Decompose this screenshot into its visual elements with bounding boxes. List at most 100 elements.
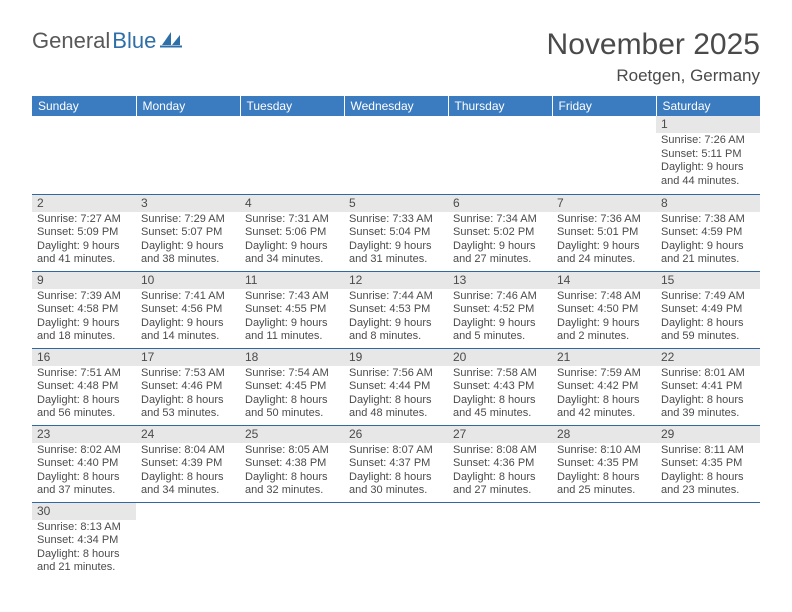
day-detail-line: Daylight: 9 hours <box>141 240 235 254</box>
day-detail-line: Sunset: 5:09 PM <box>37 226 131 240</box>
day-number: 14 <box>552 272 656 289</box>
day-number: 6 <box>448 195 552 212</box>
day-details: Sunrise: 7:34 AMSunset: 5:02 PMDaylight:… <box>448 212 552 269</box>
day-detail-line <box>141 534 235 548</box>
day-details: Sunrise: 7:27 AMSunset: 5:09 PMDaylight:… <box>32 212 136 269</box>
calendar-day-cell: 23Sunrise: 8:02 AMSunset: 4:40 PMDayligh… <box>32 425 136 502</box>
day-detail-line: and 41 minutes. <box>37 253 131 267</box>
day-detail-line <box>141 161 235 175</box>
day-detail-line <box>557 521 651 535</box>
day-detail-line: Daylight: 9 hours <box>245 240 339 254</box>
calendar-day-cell: 5Sunrise: 7:33 AMSunset: 5:04 PMDaylight… <box>344 194 448 271</box>
day-detail-line: Sunrise: 7:53 AM <box>141 367 235 381</box>
day-number: 18 <box>240 349 344 366</box>
day-detail-line: Sunrise: 7:44 AM <box>349 290 443 304</box>
day-number: 25 <box>240 426 344 443</box>
day-detail-line: Sunset: 4:52 PM <box>453 303 547 317</box>
calendar-day-cell: 16Sunrise: 7:51 AMSunset: 4:48 PMDayligh… <box>32 348 136 425</box>
day-number <box>240 503 344 520</box>
day-detail-line <box>453 161 547 175</box>
day-detail-line: Sunrise: 7:59 AM <box>557 367 651 381</box>
day-detail-line: Sunset: 4:40 PM <box>37 457 131 471</box>
day-details: Sunrise: 8:01 AMSunset: 4:41 PMDaylight:… <box>656 366 760 423</box>
weekday-header: Monday <box>136 96 240 116</box>
calendar-day-cell <box>240 502 344 579</box>
calendar-week-row: 23Sunrise: 8:02 AMSunset: 4:40 PMDayligh… <box>32 425 760 502</box>
calendar-day-cell <box>552 116 656 194</box>
day-details: Sunrise: 8:07 AMSunset: 4:37 PMDaylight:… <box>344 443 448 500</box>
calendar-day-cell <box>344 502 448 579</box>
day-detail-line: Sunrise: 7:46 AM <box>453 290 547 304</box>
day-number: 28 <box>552 426 656 443</box>
calendar-day-cell: 13Sunrise: 7:46 AMSunset: 4:52 PMDayligh… <box>448 271 552 348</box>
day-detail-line: and 21 minutes. <box>37 561 131 575</box>
day-number <box>344 116 448 133</box>
day-details: Sunrise: 8:02 AMSunset: 4:40 PMDaylight:… <box>32 443 136 500</box>
day-detail-line: and 5 minutes. <box>453 330 547 344</box>
day-detail-line: Sunset: 4:35 PM <box>661 457 755 471</box>
day-detail-line: Daylight: 8 hours <box>661 471 755 485</box>
weekday-header: Wednesday <box>344 96 448 116</box>
calendar-day-cell: 4Sunrise: 7:31 AMSunset: 5:06 PMDaylight… <box>240 194 344 271</box>
day-detail-line: Sunrise: 8:01 AM <box>661 367 755 381</box>
calendar-day-cell <box>344 116 448 194</box>
day-detail-line: and 59 minutes. <box>661 330 755 344</box>
day-detail-line: Daylight: 9 hours <box>557 240 651 254</box>
day-detail-line <box>37 134 131 148</box>
calendar-day-cell: 15Sunrise: 7:49 AMSunset: 4:49 PMDayligh… <box>656 271 760 348</box>
day-number: 3 <box>136 195 240 212</box>
location-subtitle: Roetgen, Germany <box>547 66 760 86</box>
day-detail-line <box>141 548 235 562</box>
day-detail-line: Sunset: 4:58 PM <box>37 303 131 317</box>
day-detail-line: Sunrise: 7:48 AM <box>557 290 651 304</box>
day-detail-line: and 48 minutes. <box>349 407 443 421</box>
day-details <box>240 133 344 190</box>
day-detail-line <box>37 161 131 175</box>
day-detail-line: Daylight: 8 hours <box>349 471 443 485</box>
day-detail-line: Daylight: 9 hours <box>349 317 443 331</box>
day-detail-line: Sunrise: 7:29 AM <box>141 213 235 227</box>
day-detail-line: Daylight: 9 hours <box>349 240 443 254</box>
day-details <box>136 133 240 190</box>
calendar-day-cell: 29Sunrise: 8:11 AMSunset: 4:35 PMDayligh… <box>656 425 760 502</box>
day-number: 24 <box>136 426 240 443</box>
day-detail-line <box>557 548 651 562</box>
calendar-day-cell: 27Sunrise: 8:08 AMSunset: 4:36 PMDayligh… <box>448 425 552 502</box>
day-detail-line <box>557 148 651 162</box>
calendar-day-cell: 17Sunrise: 7:53 AMSunset: 4:46 PMDayligh… <box>136 348 240 425</box>
day-details: Sunrise: 7:31 AMSunset: 5:06 PMDaylight:… <box>240 212 344 269</box>
day-details: Sunrise: 7:41 AMSunset: 4:56 PMDaylight:… <box>136 289 240 346</box>
day-detail-line: Sunrise: 7:49 AM <box>661 290 755 304</box>
day-detail-line: Sunset: 4:55 PM <box>245 303 339 317</box>
day-details: Sunrise: 7:26 AMSunset: 5:11 PMDaylight:… <box>656 133 760 190</box>
day-number: 22 <box>656 349 760 366</box>
day-detail-line: Sunrise: 7:58 AM <box>453 367 547 381</box>
day-detail-line: Sunset: 4:45 PM <box>245 380 339 394</box>
day-detail-line <box>453 561 547 575</box>
day-detail-line: Daylight: 9 hours <box>245 317 339 331</box>
day-detail-line: Daylight: 8 hours <box>245 471 339 485</box>
calendar-day-cell: 28Sunrise: 8:10 AMSunset: 4:35 PMDayligh… <box>552 425 656 502</box>
day-detail-line: Daylight: 9 hours <box>141 317 235 331</box>
day-details <box>344 520 448 577</box>
day-details: Sunrise: 7:51 AMSunset: 4:48 PMDaylight:… <box>32 366 136 423</box>
day-detail-line <box>245 148 339 162</box>
calendar-day-cell <box>656 502 760 579</box>
day-detail-line: Sunrise: 7:38 AM <box>661 213 755 227</box>
day-detail-line: Sunset: 4:38 PM <box>245 457 339 471</box>
calendar-day-cell <box>136 502 240 579</box>
calendar-day-cell: 1Sunrise: 7:26 AMSunset: 5:11 PMDaylight… <box>656 116 760 194</box>
day-detail-line: Daylight: 8 hours <box>349 394 443 408</box>
day-detail-line: Sunset: 4:39 PM <box>141 457 235 471</box>
day-detail-line: Sunrise: 7:31 AM <box>245 213 339 227</box>
day-detail-line: Sunrise: 8:02 AM <box>37 444 131 458</box>
day-number: 21 <box>552 349 656 366</box>
day-detail-line <box>245 548 339 562</box>
day-detail-line <box>349 134 443 148</box>
day-details <box>656 520 760 577</box>
day-details <box>552 133 656 190</box>
day-detail-line: Sunrise: 7:39 AM <box>37 290 131 304</box>
day-detail-line <box>453 534 547 548</box>
day-detail-line: and 31 minutes. <box>349 253 443 267</box>
day-number <box>552 116 656 133</box>
